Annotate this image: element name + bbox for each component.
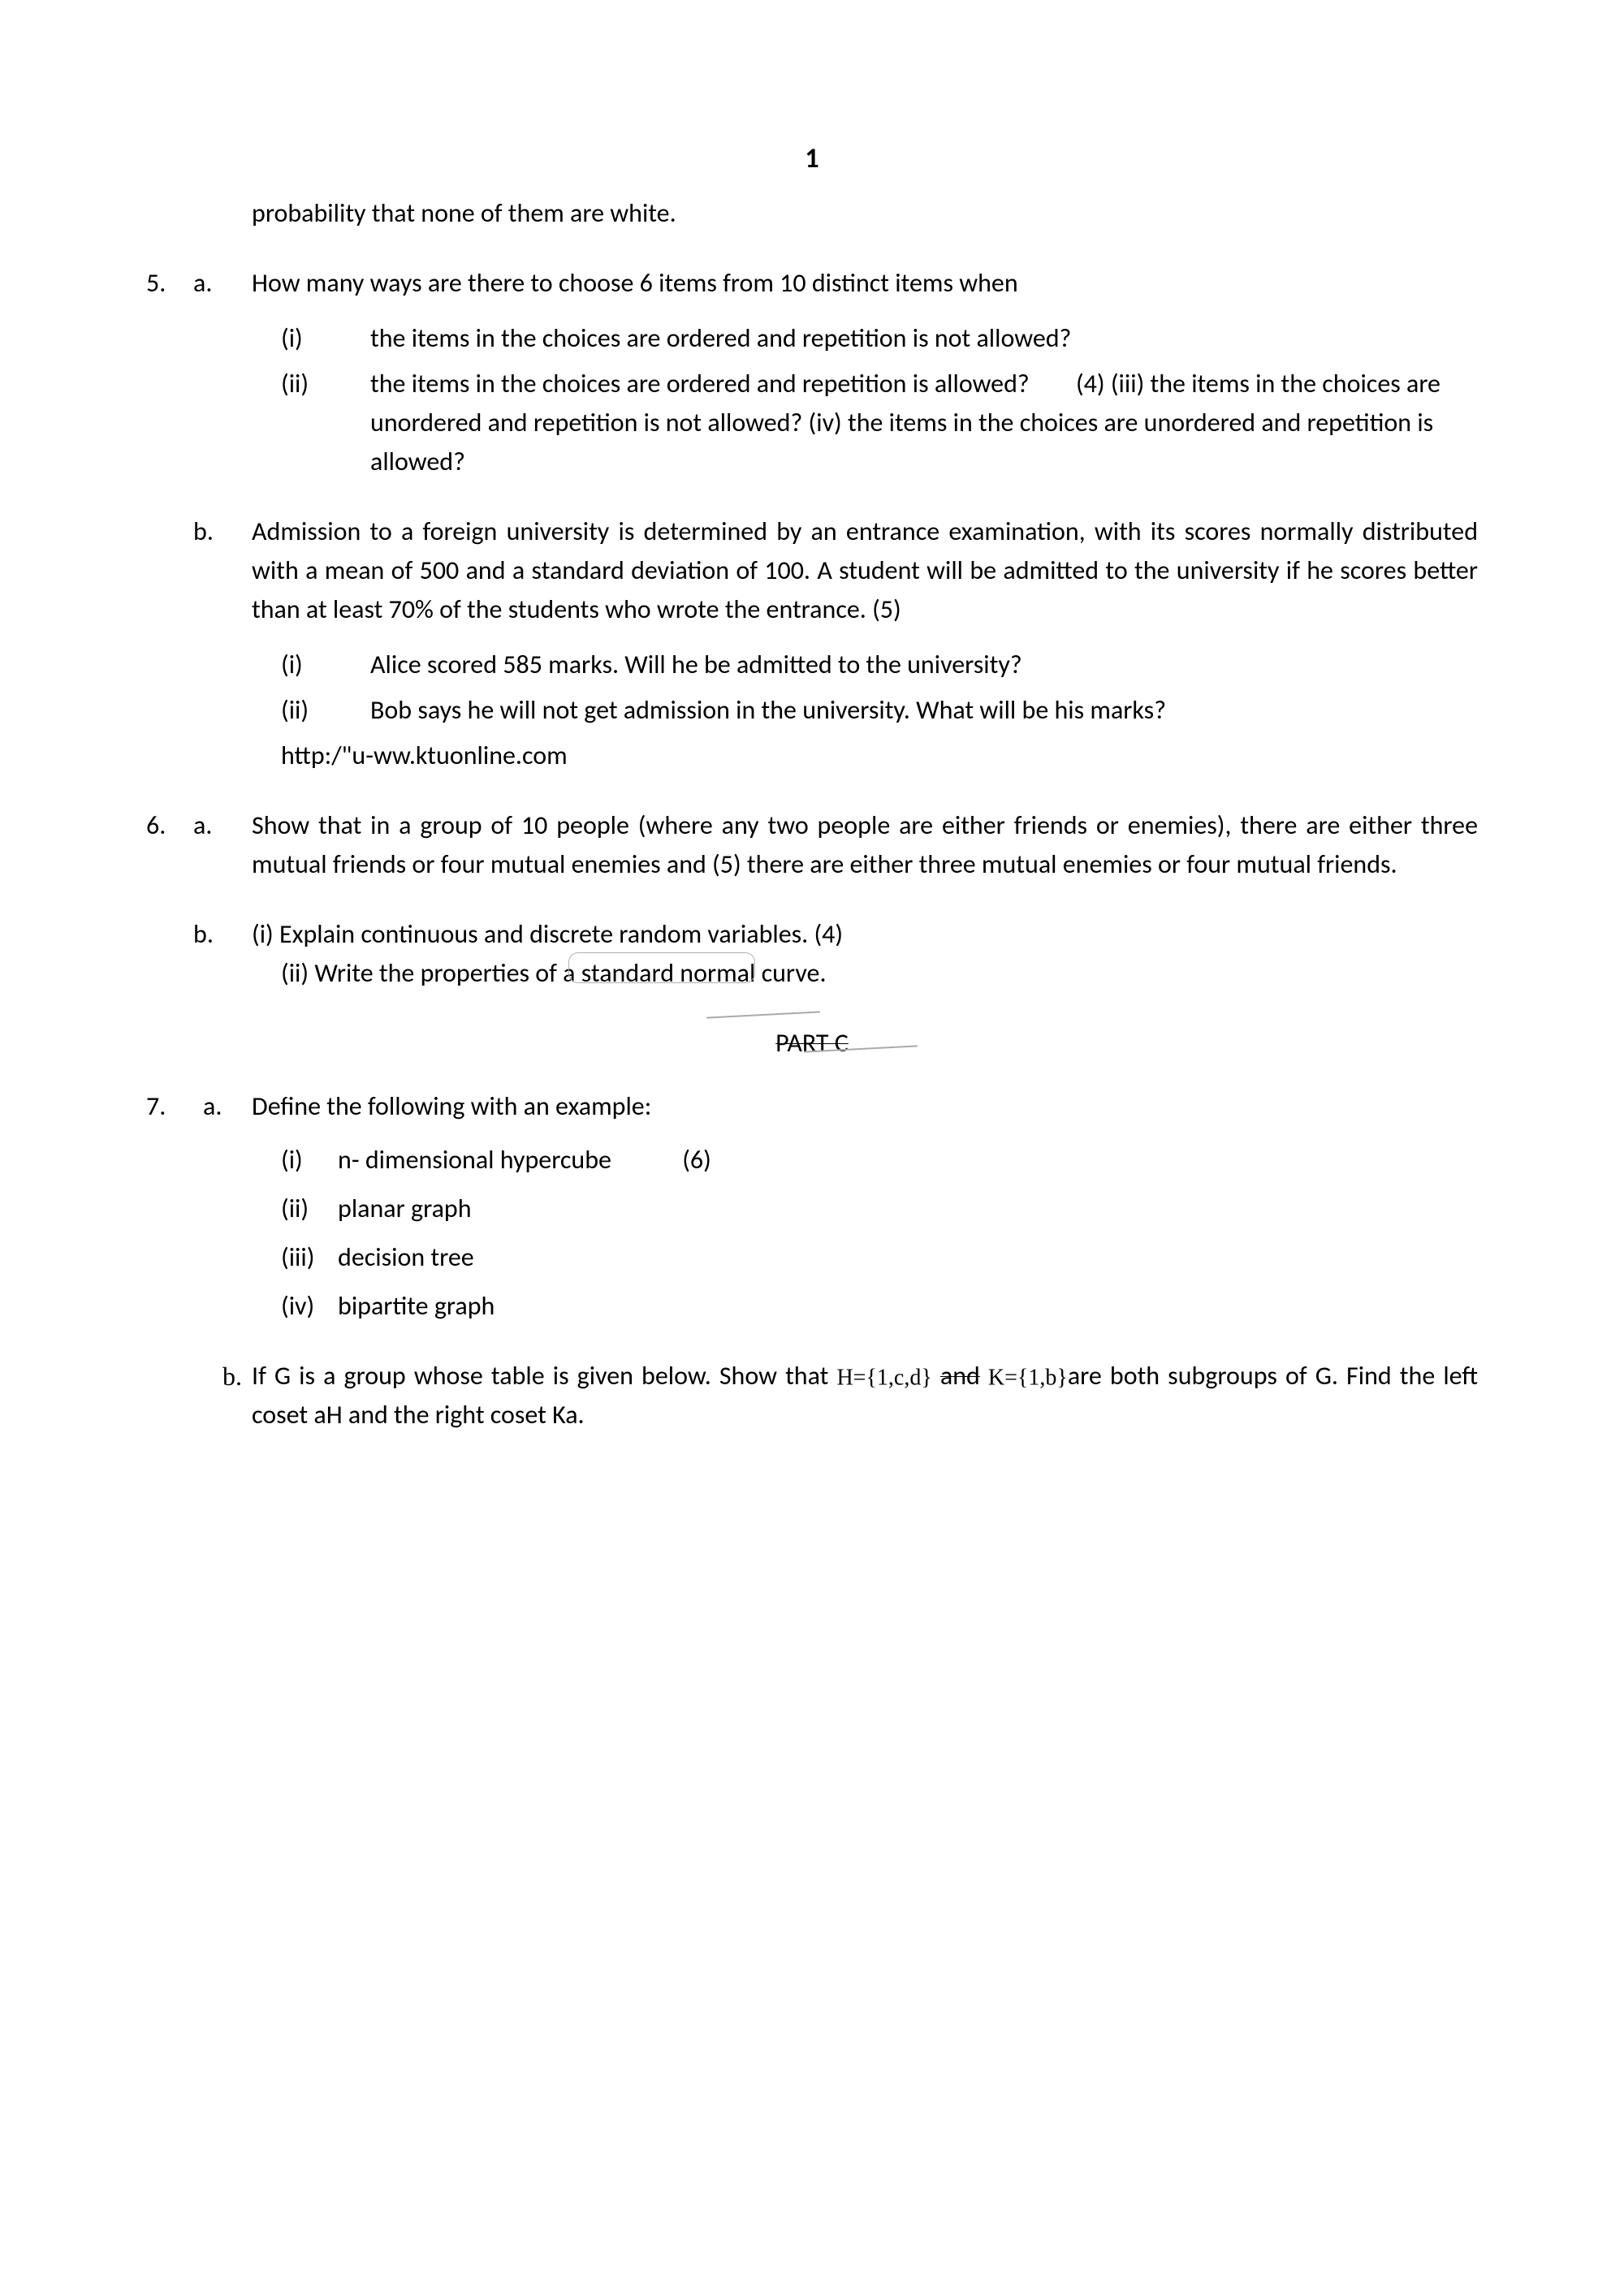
q5a-i-roman: (i) [281, 319, 370, 358]
q5a-letter: a. [193, 264, 252, 303]
q6b-i-text: (i) Explain continuous and discrete rand… [252, 915, 1478, 954]
q7a-i-marks: (6) [682, 1144, 711, 1176]
q7a-iv-text: bipartite graph [338, 1287, 495, 1326]
question-6b: b. (i) Explain continuous and discrete r… [146, 915, 1478, 993]
q6a-text: Show that in a group of 10 people (where… [252, 806, 1478, 884]
q6b-ii-suffix: l curve. [749, 957, 827, 989]
q6b-ii-watermark: standard norma [581, 957, 749, 989]
q7b-text: If G is a group whose table is given bel… [252, 1357, 1478, 1435]
q7a-letter: a. [193, 1087, 252, 1126]
q7a-text: Define the following with an example: [252, 1087, 1478, 1126]
question-5b: b. Admission to a foreign university is … [146, 512, 1478, 775]
q5-url: http:/"u-ww.ktuonline.com [252, 736, 1478, 775]
q5a-ii-roman: (ii) [281, 365, 370, 481]
q7a-iv-roman: (iv) [281, 1287, 338, 1326]
q5b-spacer [146, 512, 193, 629]
q7a-ii-roman: (ii) [281, 1189, 338, 1228]
q7a-iii-text: decision tree [338, 1238, 474, 1277]
q5a-marks: (4) [1076, 368, 1105, 399]
question-5: 5. a. How many ways are there to choose … [146, 264, 1478, 481]
q7a-i-roman: (i) [281, 1141, 338, 1180]
q6b-letter: b. [193, 915, 252, 993]
q5b-letter: b. [193, 512, 252, 629]
q6a-letter: a. [193, 806, 252, 884]
q7a-iii-roman: (iii) [281, 1238, 338, 1277]
q7a-list: (i) n- dimensional hypercube (6) (ii) pl… [252, 1141, 1478, 1326]
q6b-ii-line: (ii) Write the properties of a standard … [252, 954, 1478, 993]
q6-number: 6. [146, 806, 193, 884]
part-c-text: PART C [775, 1027, 849, 1059]
q5a-ii-text: the items in the choices are ordered and… [370, 365, 1478, 481]
q5b-ii-roman: (ii) [281, 691, 370, 730]
q5b-ii-text: Bob says he will not get admission in th… [370, 691, 1478, 730]
question-7: 7. a. Define the following with an examp… [146, 1087, 1478, 1326]
q5b-text: Admission to a foreign university is det… [252, 512, 1478, 629]
q7b-formula-h: H={1,c,d} [836, 1365, 931, 1390]
q7b-formula-k: K={1,b} [988, 1365, 1068, 1390]
q6b-ii-prefix: (ii) Write the properties of a [281, 957, 581, 989]
q7b-mid [932, 1360, 940, 1392]
q5b-i-roman: (i) [281, 645, 370, 684]
q5-number: 5. [146, 264, 193, 303]
question-6: 6. a. Show that in a group of 10 people … [146, 806, 1478, 884]
q6b-spacer [146, 915, 193, 993]
q5a-i-text: the items in the choices are ordered and… [370, 319, 1478, 358]
q7b-and-strike: and [940, 1360, 980, 1392]
page-number: 1 [146, 138, 1478, 179]
q5a-text: How many ways are there to choose 6 item… [252, 264, 1478, 303]
q7b-prefix: If G is a group whose table is given bel… [252, 1360, 836, 1392]
q5a-ii-content: the items in the choices are ordered and… [370, 368, 1030, 399]
q6b-content: (i) Explain continuous and discrete rand… [252, 915, 1478, 993]
question-7b: b. If G is a group whose table is given … [146, 1357, 1478, 1435]
q7a-ii-text: planar graph [338, 1189, 472, 1228]
q7a-i-text: n- dimensional hypercube (6) [338, 1141, 711, 1180]
q7b-letter: b. [222, 1357, 252, 1435]
continuation-text: probability that none of them are white. [146, 194, 1478, 233]
q7-number: 7. [146, 1087, 193, 1126]
q5b-i-text: Alice scored 585 marks. Will he be admit… [370, 645, 1478, 684]
part-c-header: PART C [146, 1024, 1478, 1063]
